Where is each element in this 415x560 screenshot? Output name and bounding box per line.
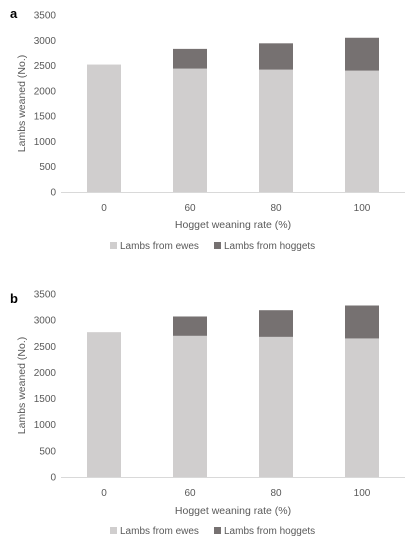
y-tick-label: 2500 bbox=[34, 342, 57, 353]
y-tick-label: 3500 bbox=[34, 290, 57, 301]
y-tick-label: 500 bbox=[39, 446, 56, 457]
bar-ewes-100 bbox=[345, 338, 379, 477]
bar-hoggets-60 bbox=[173, 316, 207, 336]
x-tick-label: 80 bbox=[270, 488, 282, 499]
y-tick-label: 1000 bbox=[34, 420, 57, 431]
legend-label-hoggets: Lambs from hoggets bbox=[224, 241, 315, 252]
y-tick-label: 0 bbox=[50, 188, 56, 199]
legend-swatch-ewes bbox=[110, 242, 117, 249]
y-tick-label: 3000 bbox=[34, 36, 57, 47]
bar-ewes-80 bbox=[259, 69, 293, 192]
x-axis-title: Hogget weaning rate (%) bbox=[175, 219, 291, 231]
bar-ewes-60 bbox=[173, 68, 207, 192]
y-tick-label: 3000 bbox=[34, 316, 57, 327]
x-tick-label: 60 bbox=[184, 203, 196, 214]
y-tick-label: 1500 bbox=[34, 112, 57, 123]
x-tick-label: 0 bbox=[101, 203, 107, 214]
x-tick-label: 60 bbox=[184, 488, 196, 499]
x-tick-label: 80 bbox=[270, 203, 282, 214]
bar-hoggets-100 bbox=[345, 37, 379, 71]
y-tick-label: 500 bbox=[39, 162, 56, 173]
y-tick-label: 1500 bbox=[34, 394, 57, 405]
y-tick-label: 3500 bbox=[34, 11, 57, 22]
y-tick-label: 2500 bbox=[34, 61, 57, 72]
chart-panel-b: b 0 500 1000 1500 2000 2500 3000 3500 Lambs wean… bbox=[0, 285, 415, 560]
x-axis-title: Hogget weaning rate (%) bbox=[175, 505, 291, 517]
legend-label-ewes: Lambs from ewes bbox=[120, 526, 199, 537]
y-tick-label: 1000 bbox=[34, 137, 57, 148]
x-tick-label: 100 bbox=[354, 203, 371, 214]
bar-hoggets-80 bbox=[259, 310, 293, 337]
legend-label-ewes: Lambs from ewes bbox=[120, 241, 199, 252]
y-axis-title: Lambs weaned (No.) bbox=[16, 55, 28, 152]
legend-swatch-ewes bbox=[110, 527, 117, 534]
bar-ewes-100 bbox=[345, 70, 379, 192]
bar-hoggets-100 bbox=[345, 305, 379, 339]
bar-ewes-0 bbox=[87, 64, 121, 192]
legend-swatch-hoggets bbox=[214, 242, 221, 249]
y-tick-label: 0 bbox=[50, 473, 56, 484]
y-tick-label: 2000 bbox=[34, 368, 57, 379]
legend-swatch-hoggets bbox=[214, 527, 221, 534]
bar-ewes-0 bbox=[87, 332, 121, 477]
bar-hoggets-80 bbox=[259, 43, 293, 70]
chart-panel-a: a 0 500 1000 1500 2000 2500 3000 3500 Lambs wean… bbox=[0, 0, 415, 275]
bar-ewes-80 bbox=[259, 336, 293, 477]
x-tick-label: 0 bbox=[101, 488, 107, 499]
panel-label-b: b bbox=[10, 291, 18, 306]
y-tick-label: 2000 bbox=[34, 86, 57, 97]
bar-ewes-60 bbox=[173, 335, 207, 477]
x-tick-label: 100 bbox=[354, 488, 371, 499]
legend-label-hoggets: Lambs from hoggets bbox=[224, 526, 315, 537]
bar-hoggets-60 bbox=[173, 48, 207, 69]
panel-label-a: a bbox=[10, 6, 18, 21]
y-axis-title: Lambs weaned (No.) bbox=[16, 337, 28, 434]
